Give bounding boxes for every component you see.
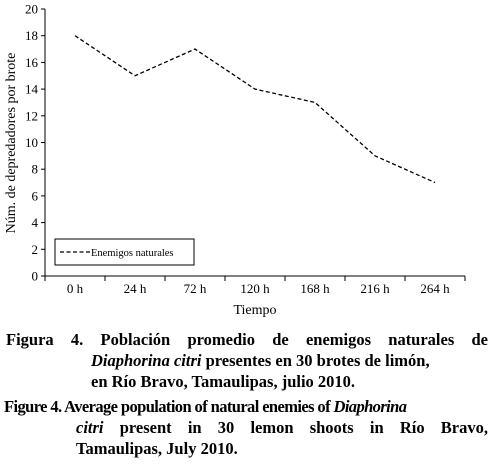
y-tick-label: 0 bbox=[32, 269, 39, 284]
series-layer bbox=[74, 35, 436, 184]
series-line bbox=[74, 35, 436, 184]
caption-en-text-2: present in 30 lemon shoots in Río Bravo, bbox=[119, 418, 488, 437]
caption-es-line-2: Diaphorina citri presentes en 30 brotes … bbox=[91, 351, 430, 371]
caption-es-line-3: en Río Bravo, Tamaulipas, julio 2010. bbox=[91, 372, 355, 392]
x-tick-label: 120 h bbox=[240, 281, 270, 296]
caption-es-label: Figura 4. bbox=[6, 330, 84, 349]
caption-es-text-1: Población promedio de enemigos naturales… bbox=[100, 330, 489, 349]
caption-es-text-3: en Río Bravo, Tamaulipas, julio 2010. bbox=[91, 372, 356, 391]
x-tick-label: 216 h bbox=[360, 281, 390, 296]
x-tick-label: 264 h bbox=[420, 281, 450, 296]
caption-en-text-1: Average population of natural enemies of bbox=[64, 397, 334, 416]
y-tick-label: 12 bbox=[25, 108, 38, 123]
y-tick-label: 6 bbox=[32, 188, 39, 203]
y-tick-label: 16 bbox=[25, 55, 39, 70]
y-tick-label: 18 bbox=[25, 28, 38, 43]
caption-en-line-3: Tamaulipas, July 2010. bbox=[76, 439, 238, 459]
y-tick-label: 8 bbox=[32, 162, 39, 177]
caption-es-line-1: Figura 4. Población promedio de enemigos… bbox=[6, 330, 488, 350]
y-tick-label: 20 bbox=[25, 2, 38, 17]
y-axis-label: Núm. de depredadores por brote bbox=[4, 53, 19, 234]
x-tick-label: 24 h bbox=[124, 281, 147, 296]
legend-label: Enemigos naturales bbox=[91, 248, 174, 259]
caption-en-line-1: Figure 4. Average population of natural … bbox=[4, 397, 407, 417]
x-tick-label: 72 h bbox=[184, 281, 207, 296]
x-axis-label: Tiempo bbox=[233, 303, 276, 318]
caption-en-genus: Diaphorina bbox=[333, 397, 407, 416]
legend: Enemigos naturales bbox=[54, 238, 195, 266]
caption-en-species: citri bbox=[76, 418, 104, 437]
y-axis: 0 2 4 6 8 10 12 14 16 18 20 bbox=[25, 2, 46, 284]
y-tick-label: 10 bbox=[25, 135, 38, 150]
caption-en-text-3: Tamaulipas, July 2010. bbox=[76, 439, 238, 458]
x-tick-label: 0 h bbox=[67, 281, 84, 296]
y-tick-label: 2 bbox=[32, 242, 39, 257]
y-tick-label: 14 bbox=[25, 82, 39, 97]
line-chart: 0 2 4 6 8 10 12 14 16 18 20 0 h 24 h 72 h 120 h 168 h 2… bbox=[4, 2, 466, 318]
y-tick-label: 4 bbox=[32, 215, 39, 230]
caption-en-label: Figure 4. bbox=[4, 397, 62, 416]
x-tick-label: 168 h bbox=[300, 281, 330, 296]
x-axis: 0 h 24 h 72 h 120 h 168 h 216 h 264 h bbox=[44, 275, 466, 296]
legend-box bbox=[54, 238, 195, 266]
caption-es-species: Diaphorina citri bbox=[91, 351, 202, 370]
caption-es-text-2: presentes en 30 brotes de limón, bbox=[201, 351, 430, 370]
caption-en-line-2: citri present in 30 lemon shoots in Río … bbox=[76, 418, 488, 438]
